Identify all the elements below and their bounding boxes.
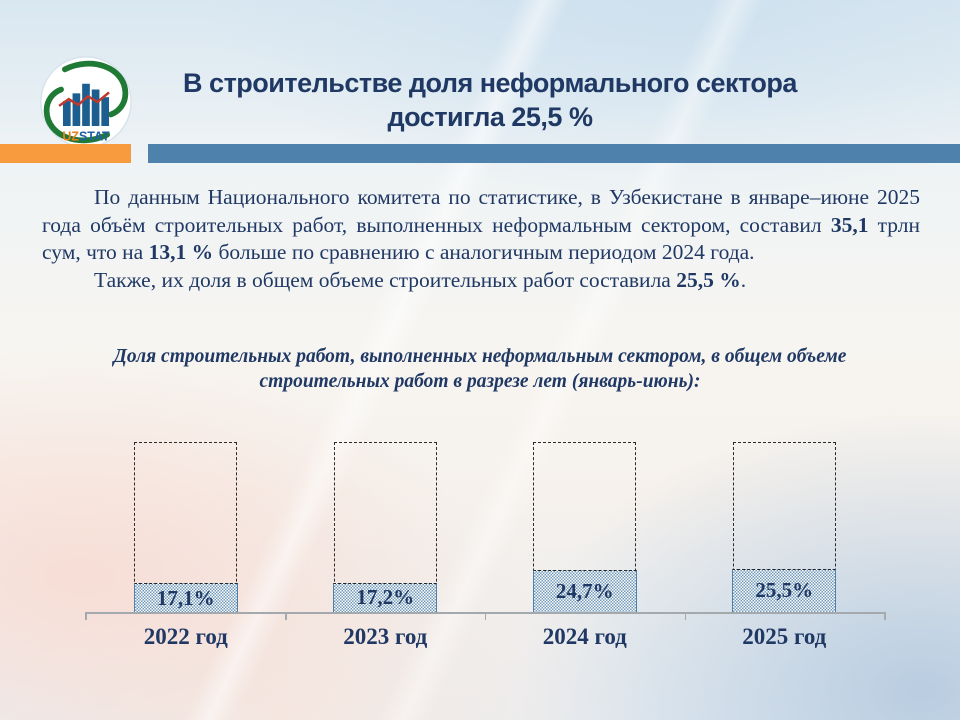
chart-caption: Доля строительных работ, выполненных неф… — [60, 344, 900, 394]
text-segment: Доля строительных работ, выполненных неф… — [113, 346, 847, 392]
text-segment: больше по сравнению с аналогичным период… — [213, 240, 755, 264]
x-axis-labels: 2022 год 2023 год 2024 год 2025 год — [86, 624, 884, 650]
bar-group-2025: 25,5% — [685, 442, 885, 612]
body-text: По данным Национального комитета по стат… — [42, 184, 920, 294]
bar-100pct-frame: 17,1% — [133, 442, 238, 612]
logo-trend-line — [58, 91, 110, 107]
uzstat-logo-image: UZSTAT — [40, 56, 132, 148]
bar-fill: 25,5% — [732, 568, 837, 612]
bar-fill: 17,2% — [333, 582, 438, 612]
bar-fill: 24,7% — [532, 570, 637, 612]
bar-value-label: 24,7% — [555, 579, 614, 604]
bar-group-2023: 17,2% — [286, 442, 486, 612]
text-segment: Также, их доля в общем объеме строительн… — [94, 267, 677, 292]
text-segment: 35,1 — [830, 212, 869, 237]
logo-bars — [62, 83, 110, 126]
x-axis-label: 2022 год — [143, 624, 228, 649]
x-axis-line — [85, 612, 886, 620]
uzstat-logo: UZSTAT — [36, 54, 136, 150]
bar-100pct-frame: 17,2% — [333, 442, 438, 612]
axis-tick — [884, 612, 886, 620]
x-axis-label: 2023 год — [343, 624, 428, 649]
bar-value-label: 17,1% — [156, 585, 215, 610]
logo-swirl-top — [61, 60, 129, 118]
slide-title-line2: достигла 25,5 % — [387, 102, 593, 132]
accent-bar-blue — [148, 144, 960, 163]
bar-fill: 17,1% — [133, 583, 238, 612]
bar-100pct-frame: 24,7% — [532, 442, 637, 612]
bar-value-label: 17,2% — [356, 585, 415, 610]
text-segment: 13,1 % — [148, 240, 214, 264]
text-segment: 25,5 % — [676, 267, 741, 292]
bar-value-label: 25,5% — [755, 578, 814, 603]
axis-tick — [85, 612, 87, 620]
bar-chart: 17,1% 17,2% 24,7% 25,5% — [86, 442, 884, 612]
x-axis-label: 2025 год — [742, 624, 827, 649]
slide-title-line1: В строительстве доля неформального секто… — [183, 68, 797, 98]
accent-bar-orange — [0, 144, 131, 163]
paragraph-2: Также, их доля в общем объеме строительн… — [42, 267, 920, 295]
logo-swirl-bottom — [43, 86, 110, 144]
text-segment: . — [740, 267, 747, 292]
x-axis-label: 2024 год — [542, 624, 627, 649]
bar-group-2024: 24,7% — [485, 442, 685, 612]
slide-title: В строительстве доля неформального секто… — [145, 66, 835, 134]
text-segment: трлн сум, что на — [42, 212, 920, 265]
text-segment: (январь-июнь): — [571, 371, 701, 392]
axis-tick — [684, 612, 686, 620]
bar-group-2022: 17,1% — [86, 442, 286, 612]
paragraph-1: По данным Национального комитета по стат… — [42, 184, 920, 267]
bar-100pct-frame: 25,5% — [732, 442, 837, 612]
text-segment: По данным Национального комитета по стат… — [42, 185, 920, 237]
axis-tick — [484, 612, 487, 620]
axis-tick — [285, 612, 287, 620]
logo-wordmark: UZSTAT — [62, 129, 110, 143]
